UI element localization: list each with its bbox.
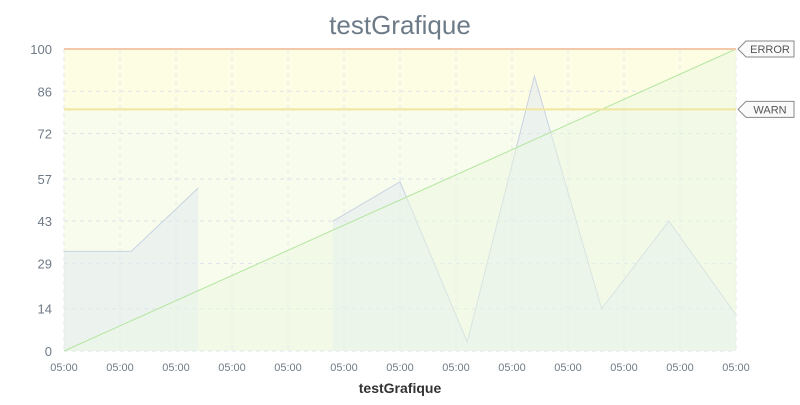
threshold-label-warn: WARN [753,104,786,116]
x-tick-label: 05:00 [386,362,414,374]
x-tick-label: 05:00 [50,362,78,374]
x-tick-label: 05:00 [722,362,750,374]
x-tick-label: 05:00 [274,362,302,374]
y-tick-label: 72 [38,127,52,142]
x-tick-label: 05:00 [218,362,246,374]
y-tick-label: 86 [38,84,52,99]
y-tick-label: 0 [45,344,52,359]
x-tick-label: 05:00 [498,362,526,374]
y-tick-label: 57 [38,172,52,187]
x-tick-label: 05:00 [330,362,358,374]
x-tick-label: 05:00 [554,362,582,374]
chart-title: testGrafique [0,10,800,41]
x-tick-label: 05:00 [162,362,190,374]
x-tick-label: 05:00 [666,362,694,374]
y-tick-label: 29 [38,256,52,271]
x-tick-label: 05:00 [610,362,638,374]
y-tick-label: 100 [30,42,52,57]
x-tick-label: 05:00 [442,362,470,374]
x-axis-label: testGrafique [0,380,800,396]
y-tick-label: 43 [38,214,52,229]
y-tick-label: 14 [38,302,52,317]
threshold-label-error: ERROR [750,44,790,56]
x-tick-label: 05:00 [106,362,134,374]
